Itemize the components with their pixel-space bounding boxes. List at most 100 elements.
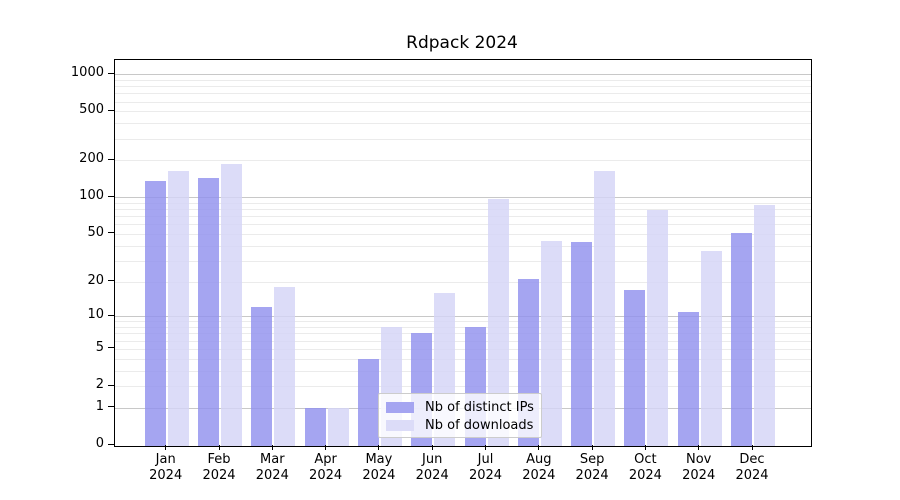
x-tick-label: Mar 2024 xyxy=(237,452,307,484)
minor-gridline xyxy=(115,123,811,125)
x-tick-label-line: 2024 xyxy=(415,468,449,483)
x-tick-label-line: 2024 xyxy=(522,468,556,483)
minor-gridline xyxy=(115,245,811,247)
y-tick-label: 5 xyxy=(95,339,104,355)
bar-downloads xyxy=(274,286,296,446)
bar-downloads xyxy=(647,209,669,446)
minor-gridline xyxy=(115,281,811,283)
minor-gridline xyxy=(115,260,811,262)
x-tick xyxy=(644,445,646,450)
minor-gridline xyxy=(115,209,811,211)
y-tick-label: 20 xyxy=(87,272,104,288)
x-tick-label-line: 2024 xyxy=(309,468,343,483)
minor-gridline xyxy=(115,333,811,335)
y-tick xyxy=(108,443,114,445)
x-tick-label: Apr 2024 xyxy=(291,452,361,484)
y-tick-label: 2 xyxy=(95,377,104,393)
minor-gridline xyxy=(115,233,811,235)
minor-gridline xyxy=(115,224,811,226)
minor-gridline xyxy=(115,216,811,218)
y-tick xyxy=(108,109,114,111)
x-tick-label-line: 2024 xyxy=(682,468,716,483)
y-tick-label: 500 xyxy=(79,102,104,118)
x-tick-label: Aug 2024 xyxy=(504,452,574,484)
legend: Nb of distinct IPs Nb of downloads xyxy=(378,393,542,438)
x-tick-label-line: Oct xyxy=(634,452,657,467)
y-tick-label: 1 xyxy=(95,398,104,414)
minor-gridline xyxy=(115,202,811,204)
y-tick-label: 0 xyxy=(95,436,104,451)
x-tick xyxy=(698,445,700,450)
bar-downloads xyxy=(221,163,242,446)
minor-gridline xyxy=(115,340,811,342)
x-tick-label: Nov 2024 xyxy=(664,452,734,484)
y-tick xyxy=(108,232,114,234)
legend-swatch-downloads xyxy=(386,420,414,431)
bar-downloads xyxy=(167,171,189,446)
minor-gridline xyxy=(115,101,811,103)
y-tick xyxy=(108,347,114,349)
chart-title: Rdpack 2024 xyxy=(406,33,518,53)
x-tick-label-line: Jan xyxy=(155,452,176,467)
x-tick-label-line: 2024 xyxy=(735,468,769,483)
bar-downloads xyxy=(487,198,509,446)
x-tick-label: Oct 2024 xyxy=(610,452,680,484)
minor-gridline xyxy=(115,160,811,162)
minor-gridline xyxy=(115,327,811,329)
x-tick xyxy=(378,445,380,450)
x-tick-label: Jan 2024 xyxy=(131,452,201,484)
x-tick xyxy=(218,445,220,450)
x-tick-label-line: Jun xyxy=(422,452,443,467)
minor-gridline xyxy=(115,138,811,140)
x-tick-label-line: Aug xyxy=(526,452,552,467)
major-gridline xyxy=(115,197,811,199)
legend-item-distinct-ips: Nb of distinct IPs xyxy=(386,399,541,416)
x-tick-label: Sep 2024 xyxy=(557,452,627,484)
x-tick-label-line: Apr xyxy=(314,452,337,467)
bar-distinct-ips xyxy=(251,307,273,446)
y-tick-label: 100 xyxy=(79,188,104,204)
y-tick xyxy=(108,384,114,386)
y-tick xyxy=(108,314,114,316)
x-tick-label-line: 2024 xyxy=(362,468,396,483)
legend-swatch-distinct-ips xyxy=(386,402,414,413)
bar-distinct-ips xyxy=(304,407,326,446)
x-tick xyxy=(431,445,433,450)
legend-label-distinct-ips: Nb of distinct IPs xyxy=(425,400,534,415)
x-tick-label-line: 2024 xyxy=(468,468,503,483)
x-tick-label-line: 2024 xyxy=(202,468,236,483)
minor-gridline xyxy=(115,321,811,323)
y-tick xyxy=(108,280,114,282)
x-tick-label-line: 2024 xyxy=(149,468,183,483)
x-tick-label: Dec 2024 xyxy=(717,452,787,484)
minor-gridline xyxy=(115,348,811,350)
x-tick xyxy=(591,445,593,450)
y-tick-label: 200 xyxy=(79,151,104,167)
bar-downloads xyxy=(327,407,349,446)
legend-label-downloads: Nb of downloads xyxy=(425,418,534,433)
bar-distinct-ips xyxy=(144,181,166,446)
x-tick xyxy=(271,445,273,450)
x-tick-label: Jul 2024 xyxy=(451,452,521,484)
x-tick-label-line: Dec xyxy=(739,452,765,467)
y-tick-label: 10 xyxy=(87,307,104,323)
minor-gridline xyxy=(115,111,811,113)
bar-distinct-ips xyxy=(677,311,699,446)
x-tick-label-line: Jul xyxy=(477,452,494,467)
bar-downloads xyxy=(594,170,616,446)
x-tick-label: Feb 2024 xyxy=(184,452,254,484)
bar-distinct-ips xyxy=(357,358,379,446)
bar-distinct-ips xyxy=(571,241,593,446)
minor-gridline xyxy=(115,358,811,360)
bar-distinct-ips xyxy=(624,289,646,446)
minor-gridline xyxy=(115,370,811,372)
x-tick-label-line: Feb xyxy=(207,452,231,467)
y-tick xyxy=(108,195,114,197)
x-tick-label-line: 2024 xyxy=(575,468,609,483)
x-tick-label-line: 2024 xyxy=(255,468,289,483)
x-tick xyxy=(538,445,540,450)
bar-downloads xyxy=(540,240,562,446)
bar-distinct-ips xyxy=(198,178,219,446)
minor-gridline xyxy=(115,79,811,81)
